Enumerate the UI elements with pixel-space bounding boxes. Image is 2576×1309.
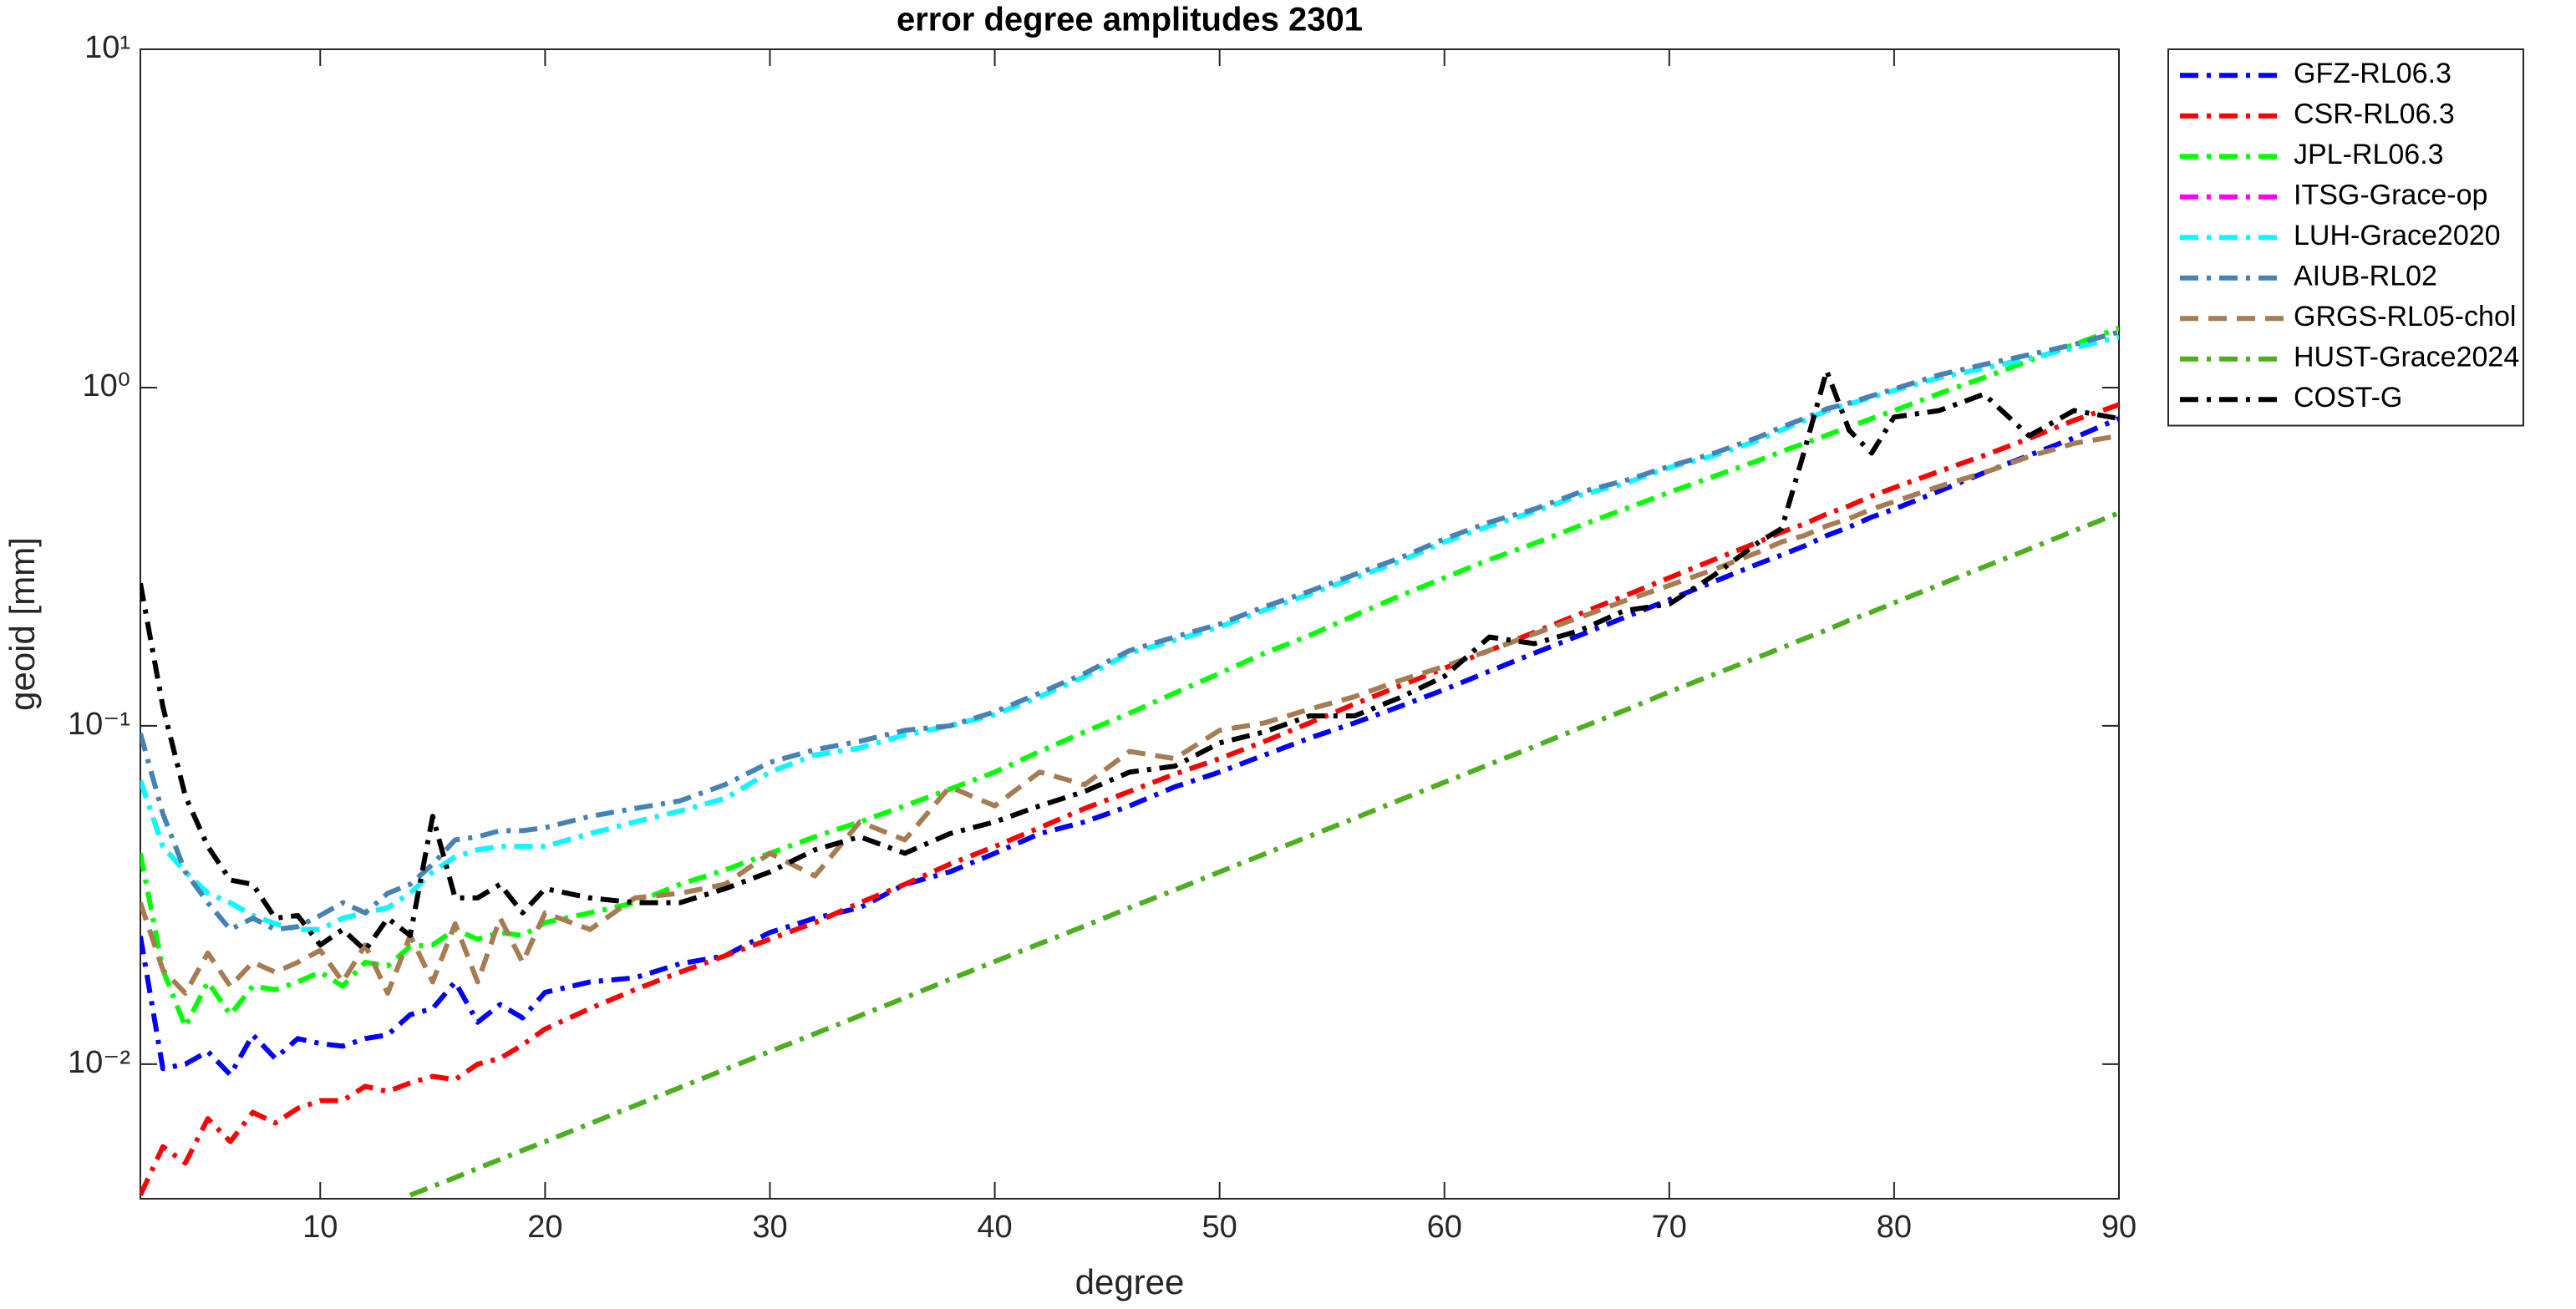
x-axis-label: degree (1075, 1262, 1185, 1301)
series-line (409, 510, 2119, 1198)
y-axis-label: geoid [mm] (3, 537, 42, 711)
x-tick-label: 10 (302, 1210, 338, 1245)
legend-label: GFZ-RL06.3 (2294, 58, 2452, 89)
x-tick-label: 60 (1427, 1210, 1462, 1245)
legend-label: JPL-RL06.3 (2294, 139, 2444, 170)
y-tick-label: 10⁻² (68, 1045, 130, 1080)
y-tick-label: 10⁰ (82, 368, 130, 403)
x-tick-label: 90 (2101, 1210, 2137, 1245)
y-tick-label: 10¹ (84, 30, 130, 65)
plot-lines (140, 325, 2119, 1198)
x-tick-label: 30 (752, 1210, 787, 1245)
legend-label: COST-G (2294, 382, 2402, 414)
x-tick-label: 80 (1877, 1210, 1912, 1245)
y-tick-label: 10⁻¹ (68, 707, 130, 742)
plot-frame (140, 48, 2120, 1200)
legend-label: AIUB-RL02 (2294, 261, 2437, 292)
series-line (140, 368, 2119, 953)
x-tick-label: 20 (527, 1210, 562, 1245)
legend-label: CSR-RL06.3 (2294, 99, 2455, 130)
x-tick-label: 40 (977, 1210, 1012, 1245)
series-line (140, 433, 2119, 997)
x-tick-label: 50 (1202, 1210, 1237, 1245)
series-line (140, 334, 2119, 932)
ticks: 10 20 30 40 50 60 70 80 90 10⁻² 10⁻¹ 10⁰ 10¹ (68, 30, 2137, 1245)
chart-title: error degree amplitudes 2301 (897, 2, 1363, 38)
series-line (140, 416, 2119, 1078)
legend-label: HUST-Grace2024 (2294, 342, 2519, 373)
legend: GFZ-RL06.3 CSR-RL06.3 JPL-RL06.3 ITSG-Grace… (2167, 48, 2524, 427)
series-line (140, 325, 2119, 1030)
legend-label: LUH-Grace2020 (2294, 220, 2501, 251)
x-tick-label: 70 (1652, 1210, 1687, 1245)
legend-label: GRGS-RL05-chol (2294, 301, 2516, 332)
legend-label: ITSG-Grace-op (2294, 180, 2487, 211)
series-line (140, 329, 2119, 932)
